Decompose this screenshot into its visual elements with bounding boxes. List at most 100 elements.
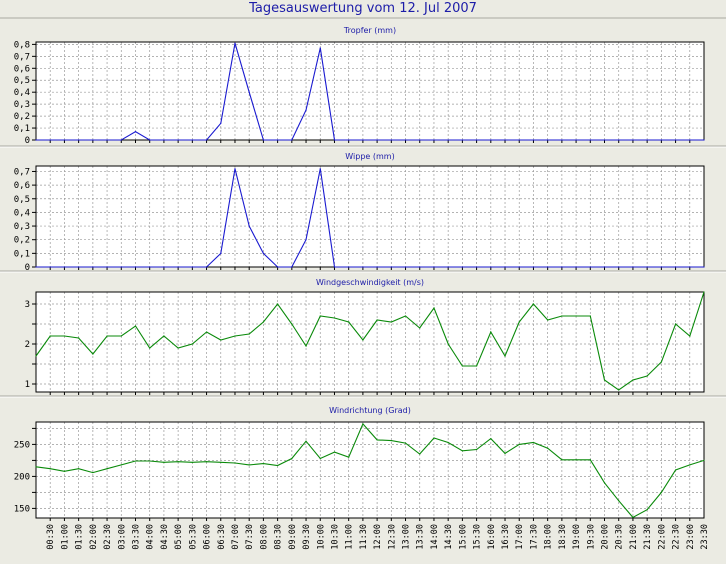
data-point	[277, 464, 279, 467]
data-point	[419, 139, 421, 141]
chart-panel-2: 0 0,1 0,2 0,3 0,4 0,5 0,6 0,7 Wippe (mm)	[14, 152, 705, 273]
x-tick-label: 02:00	[89, 524, 99, 550]
y-tick-label: 2	[25, 340, 30, 350]
data-point	[63, 139, 66, 141]
data-point	[632, 379, 634, 381]
data-point	[504, 452, 506, 454]
data-point	[35, 466, 37, 468]
data-point	[92, 471, 94, 474]
data-point	[447, 139, 449, 141]
data-point	[49, 468, 51, 470]
data-point	[63, 470, 66, 472]
data-point	[191, 343, 193, 345]
data-point	[490, 438, 492, 440]
data-point	[674, 139, 677, 141]
data-point	[134, 266, 137, 268]
data-point	[532, 266, 535, 268]
panel-title: Windgeschwindigkeit (m/s)	[316, 278, 424, 287]
data-point	[305, 239, 307, 241]
x-tick-label: 19:00	[572, 524, 582, 550]
data-point	[319, 315, 321, 317]
plot-frame	[35, 421, 705, 519]
data-point	[376, 319, 378, 321]
data-point	[419, 327, 421, 329]
data-point	[660, 361, 662, 363]
data-point	[163, 139, 165, 141]
data-point	[461, 266, 463, 268]
y-tick-label: 0,1	[14, 249, 30, 259]
y-tick-label: 0	[25, 136, 30, 146]
data-point	[475, 365, 478, 367]
data-point	[433, 307, 435, 309]
x-tick-label: 07:00	[231, 524, 241, 550]
data-point	[575, 315, 577, 317]
data-point	[404, 139, 407, 141]
data-point	[291, 139, 293, 141]
x-tick-label: 21:30	[643, 524, 653, 550]
x-tick-label: 02:30	[103, 524, 113, 550]
data-point	[376, 439, 378, 441]
data-point	[518, 266, 520, 268]
data-point	[163, 266, 165, 268]
data-point	[106, 139, 108, 141]
x-tick-label: 16:30	[501, 524, 511, 550]
x-tick-label: 13:30	[416, 524, 426, 550]
x-tick-label: 17:30	[529, 524, 539, 550]
x-tick-label: 14:30	[444, 524, 454, 550]
data-point	[433, 437, 435, 439]
data-point	[404, 442, 407, 444]
data-point	[92, 353, 94, 355]
data-point	[348, 456, 350, 458]
data-point	[205, 331, 208, 333]
plot-frame	[35, 291, 705, 393]
data-point	[262, 463, 265, 465]
data-point	[248, 333, 250, 335]
x-tick-label: 11:30	[359, 524, 369, 550]
x-tick-label: 17:00	[515, 524, 525, 550]
data-point	[63, 266, 66, 268]
x-tick-label: 09:00	[288, 524, 298, 550]
y-tick-label: 0,6	[14, 64, 30, 74]
data-point	[674, 323, 677, 325]
data-point	[589, 459, 591, 461]
data-point	[490, 139, 492, 141]
data-point	[646, 266, 648, 268]
data-point	[561, 459, 563, 461]
data-point	[689, 335, 691, 337]
x-tick-label: 08:30	[274, 524, 284, 550]
data-point	[646, 139, 648, 141]
data-point	[703, 459, 705, 461]
x-tick-label: 08:00	[259, 524, 269, 550]
data-point	[262, 321, 265, 323]
data-point	[475, 266, 478, 268]
y-tick-label: 0,1	[14, 124, 30, 134]
data-point	[35, 266, 37, 268]
y-tick-label: 0,7	[14, 167, 30, 177]
x-tick-label: 18:00	[544, 524, 554, 550]
plot-area	[36, 292, 704, 392]
data-point	[518, 139, 520, 141]
data-point	[177, 347, 179, 349]
data-point	[149, 347, 151, 349]
data-point	[532, 303, 535, 305]
data-point	[703, 139, 705, 141]
data-point	[674, 266, 677, 268]
data-point	[205, 266, 208, 268]
data-point	[291, 457, 293, 460]
x-tick-label: 03:00	[117, 524, 127, 550]
x-tick-label: 01:30	[75, 524, 85, 550]
x-tick-label: 05:30	[188, 524, 198, 550]
data-point	[433, 139, 435, 141]
data-point	[461, 365, 463, 367]
y-tick-label: 250	[14, 440, 30, 450]
data-point	[248, 225, 250, 227]
data-point	[646, 375, 648, 377]
data-point	[49, 139, 51, 141]
data-point	[248, 91, 250, 93]
plot-area	[36, 422, 704, 518]
data-point	[319, 168, 321, 170]
x-tick-label: 06:00	[203, 524, 213, 550]
data-point	[390, 266, 392, 268]
data-point	[674, 469, 677, 471]
data-point	[333, 317, 336, 319]
